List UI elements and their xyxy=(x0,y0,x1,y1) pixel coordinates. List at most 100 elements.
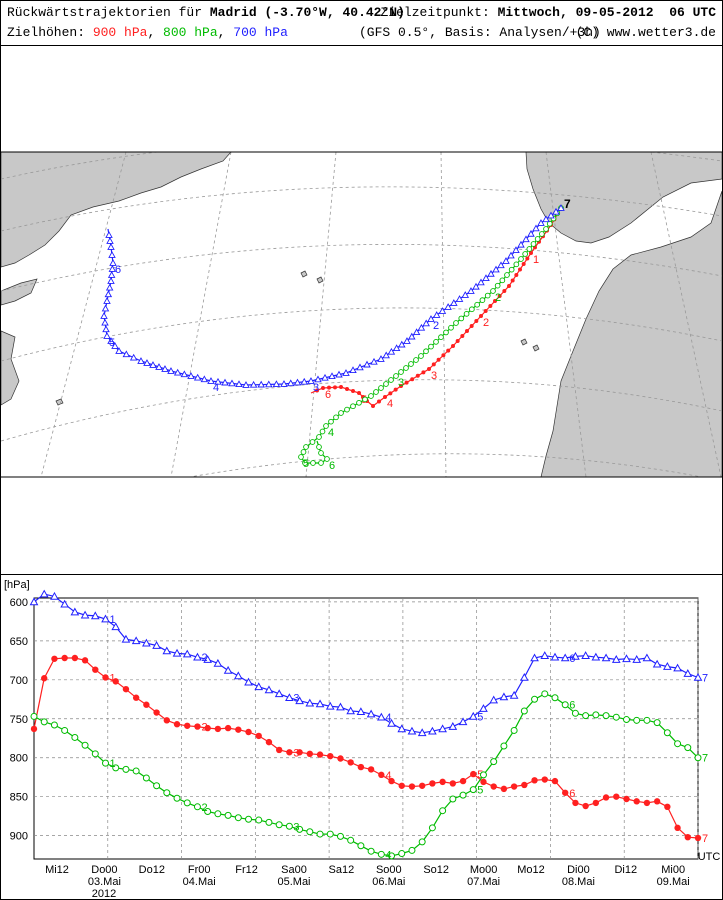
day-label: 7 xyxy=(702,833,708,845)
x-tick-label: Fr00 xyxy=(188,864,211,876)
trajectory-marker xyxy=(532,224,540,232)
trajectory-marker xyxy=(433,339,439,345)
data-point xyxy=(470,770,477,778)
land-bermuda xyxy=(55,398,64,406)
data-point xyxy=(592,711,600,719)
series-line-900-hPa xyxy=(33,657,699,839)
land-us-coast xyxy=(1,330,20,406)
series-line-800-hPa xyxy=(33,693,699,857)
trajectory-marker xyxy=(438,307,447,314)
trajectory-marker xyxy=(180,370,189,378)
trajectory-marker xyxy=(508,266,515,273)
trajectory-marker xyxy=(368,393,374,399)
trajectory-marker xyxy=(107,337,115,344)
day-label: 5 xyxy=(477,711,483,723)
data-point xyxy=(540,651,550,659)
trajectory-marker xyxy=(542,215,550,223)
data-point xyxy=(439,807,447,815)
trajectory-map: 12345623456234567 xyxy=(1,151,722,478)
trajectory-marker xyxy=(378,385,384,391)
trajectory-marker xyxy=(105,283,114,291)
trajectory-marker xyxy=(328,418,334,425)
data-point xyxy=(591,652,601,661)
data-point xyxy=(632,655,642,663)
y-tick-label: 600 xyxy=(10,597,28,609)
data-point xyxy=(643,716,651,724)
data-point xyxy=(582,712,590,720)
data-point xyxy=(418,838,426,846)
trajectory-marker xyxy=(472,282,480,290)
target-time: Mittwoch, 09-05-2012 06 UTC xyxy=(497,5,716,20)
trajectory-marker xyxy=(207,377,215,384)
trajectory-marker xyxy=(455,339,460,343)
data-point xyxy=(613,793,620,800)
trajectory-marker xyxy=(104,290,113,298)
trajectory-marker xyxy=(504,272,510,278)
trajectory-marker xyxy=(338,410,344,416)
data-point xyxy=(234,814,242,822)
level-700-label: 700 hPa xyxy=(233,25,288,40)
trajectory-marker xyxy=(111,342,119,349)
data-point xyxy=(531,777,538,784)
data-point xyxy=(50,721,58,729)
trajectory-marker xyxy=(310,460,316,466)
trajectory-marker xyxy=(100,312,108,319)
data-point xyxy=(40,718,48,726)
trajectory-marker xyxy=(502,257,510,264)
trajectory-marker xyxy=(408,332,416,340)
data-point xyxy=(112,678,119,685)
y-tick-label: 650 xyxy=(10,636,28,648)
day-label: 7 xyxy=(702,672,708,684)
data-point xyxy=(684,833,691,841)
x-date-label: 04.Mai xyxy=(183,876,216,888)
vertical-profile-chart: [hPa] 600 650 700 750 800 850 900 Mi12 Do0003.Mai… xyxy=(4,579,720,899)
trajectory-marker xyxy=(350,403,356,410)
data-point xyxy=(50,591,59,600)
x-tick-label: Sa12 xyxy=(329,864,355,876)
data-point xyxy=(265,818,273,826)
trajectory-marker xyxy=(493,299,497,303)
data-point xyxy=(499,692,509,701)
data-point xyxy=(560,653,570,662)
data-point xyxy=(376,712,386,721)
data-point xyxy=(459,777,467,785)
trajectory-marker xyxy=(193,373,202,381)
trajectory-layer: 12345623456234567 xyxy=(100,197,571,472)
trajectory-marker xyxy=(363,360,371,368)
data-point xyxy=(254,682,264,691)
trajectory-marker xyxy=(265,380,273,388)
data-point xyxy=(571,709,579,717)
trajectory-marker xyxy=(107,243,115,250)
trajectory-day-label: 3 xyxy=(431,370,437,382)
trajectory-marker xyxy=(399,384,403,388)
trajectory-marker xyxy=(530,241,537,247)
trajectory-marker xyxy=(349,366,357,374)
trajectory-marker xyxy=(552,207,560,215)
data-point xyxy=(408,846,416,854)
trajectory-marker xyxy=(546,220,553,227)
data-point xyxy=(224,811,232,819)
data-point xyxy=(153,782,161,790)
longitude-line xyxy=(545,152,587,477)
data-point xyxy=(449,795,457,803)
trajectory-marker xyxy=(101,318,109,326)
trajectory-marker xyxy=(455,295,464,302)
series-line-700-hPa xyxy=(33,593,699,734)
data-point xyxy=(296,825,304,833)
trajectory-marker xyxy=(392,344,401,352)
data-point xyxy=(480,778,487,786)
trajectory-marker xyxy=(371,404,375,408)
trajectory-marker xyxy=(487,269,495,277)
trajectory-marker xyxy=(412,328,421,336)
data-point xyxy=(407,726,417,735)
data-point xyxy=(172,648,182,657)
trajectory-marker xyxy=(307,377,315,384)
data-point xyxy=(479,704,488,712)
day-label: 1 xyxy=(110,672,116,684)
trajectory-marker xyxy=(108,251,116,258)
data-point xyxy=(194,723,201,730)
trajectory-marker xyxy=(415,373,420,378)
data-point xyxy=(602,794,610,801)
land-africa xyxy=(540,190,722,477)
data-point xyxy=(408,783,416,790)
